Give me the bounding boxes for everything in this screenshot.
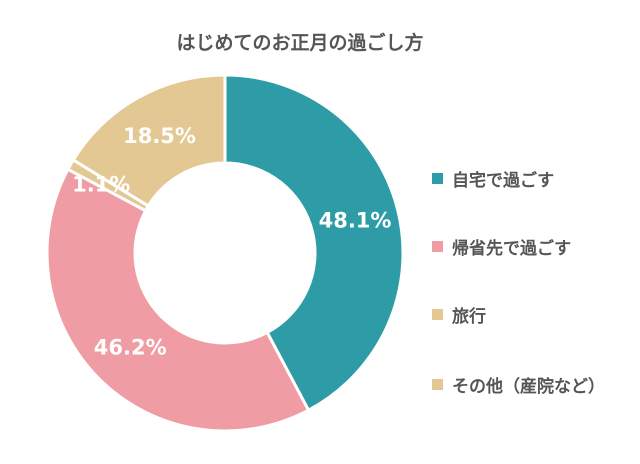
chart-title: はじめてのお正月の過ごし方 [176, 32, 424, 54]
legend-label: 帰省先で過ごす [452, 239, 572, 259]
legend-swatch [432, 241, 443, 252]
legend-label: 自宅で過ごす [452, 171, 555, 191]
legend-item: 帰省先で過ごす [432, 234, 571, 259]
legend-item: 自宅で過ごす [432, 166, 554, 191]
legend-item: その他（産院など） [432, 372, 605, 397]
legend-swatch [432, 309, 443, 320]
data-label: 18.5% [123, 124, 196, 148]
legend-swatch [432, 173, 443, 184]
data-label: 1.1% [72, 172, 130, 196]
legend-swatch [432, 379, 443, 390]
legend-label: その他（産院など） [452, 377, 605, 397]
legend-label: 旅行 [452, 307, 486, 327]
legend-item: 旅行 [432, 302, 486, 327]
data-label: 48.1% [319, 209, 392, 233]
donut-slice-1 [223, 73, 405, 413]
donut-slice-4 [71, 73, 227, 209]
donut-slice-2 [45, 167, 311, 433]
data-label: 46.2% [94, 336, 167, 360]
